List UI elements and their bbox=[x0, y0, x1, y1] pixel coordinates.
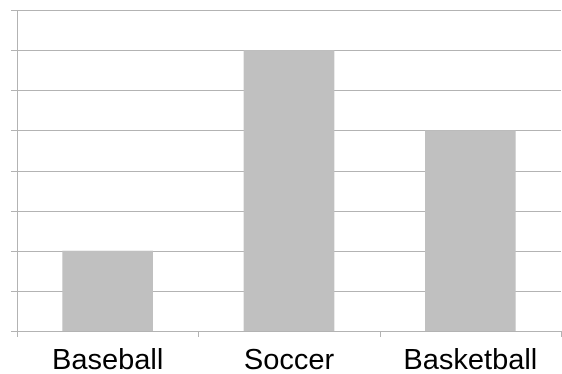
bar-basketball bbox=[425, 130, 516, 331]
x-tick-label: Basketball bbox=[403, 344, 537, 374]
bar-soccer bbox=[243, 50, 335, 331]
x-tick-label: Baseball bbox=[52, 344, 163, 374]
bar-baseball bbox=[62, 250, 154, 331]
bars bbox=[62, 50, 516, 331]
x-tick-label: Soccer bbox=[244, 344, 335, 374]
category-tick-labels: Baseball Soccer Basketball bbox=[52, 344, 537, 374]
